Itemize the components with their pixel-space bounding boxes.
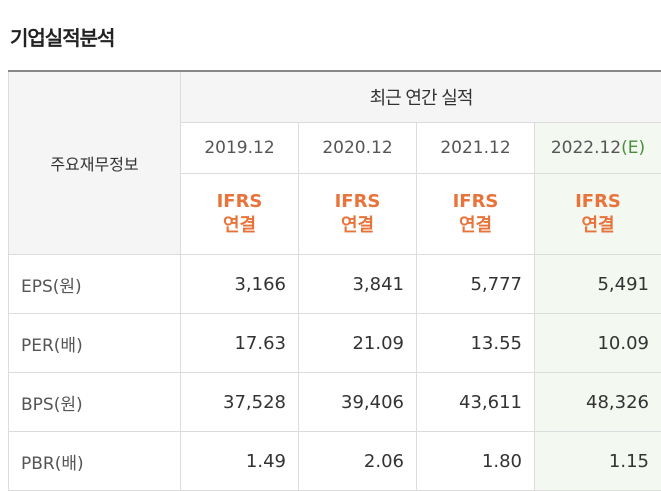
group-header: 최근 연간 실적 <box>181 71 661 123</box>
cell-value: 39,406 <box>299 373 417 432</box>
financial-summary-table: 주요재무정보 최근 연간 실적 2019.12 2020.12 2021.12 … <box>8 70 661 491</box>
period-header: 2021.12 <box>417 123 535 174</box>
cell-value: 3,841 <box>299 255 417 314</box>
period-header: 2020.12 <box>299 123 417 174</box>
cell-value: 13.55 <box>417 314 535 373</box>
period-header: 2019.12 <box>181 123 299 174</box>
cell-value: 10.09 <box>535 314 661 373</box>
cell-value: 5,777 <box>417 255 535 314</box>
cell-value: 48,326 <box>535 373 661 432</box>
cell-value: 17.63 <box>181 314 299 373</box>
period-header-estimate: 2022.12(E) <box>535 123 661 174</box>
cell-value: 3,166 <box>181 255 299 314</box>
table-row-per: PER(배) 17.63 21.09 13.55 10.09 <box>9 314 661 373</box>
section-title: 기업실적분석 <box>10 22 114 51</box>
table-row-bps: BPS(원) 37,528 39,406 43,611 48,326 <box>9 373 661 432</box>
row-label: BPS(원) <box>9 373 181 432</box>
row-label: EPS(원) <box>9 255 181 314</box>
corner-header: 주요재무정보 <box>9 71 181 255</box>
row-label: PER(배) <box>9 314 181 373</box>
cell-value: 43,611 <box>417 373 535 432</box>
cell-value: 5,491 <box>535 255 661 314</box>
cell-value: 37,528 <box>181 373 299 432</box>
table-row-eps: EPS(원) 3,166 3,841 5,777 5,491 <box>9 255 661 314</box>
cell-value: 21.09 <box>299 314 417 373</box>
estimate-marker: (E) <box>621 138 645 158</box>
